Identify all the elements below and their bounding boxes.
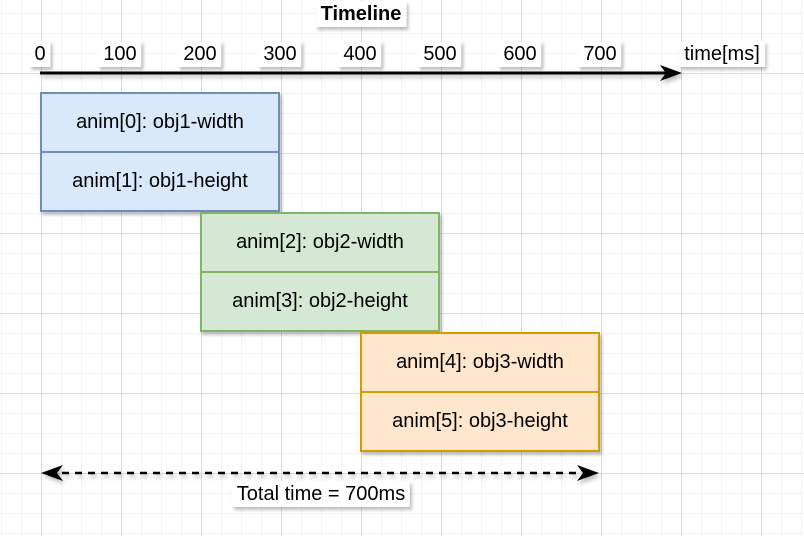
total-time-label: Total time = 700ms bbox=[231, 481, 411, 507]
timeline-group-obj1: anim[0]: obj1-width anim[1]: obj1-height bbox=[40, 92, 280, 212]
timeline-bar-label: anim[5]: obj3-height bbox=[392, 410, 568, 432]
timeline-bar-label: anim[3]: obj2-height bbox=[232, 290, 408, 312]
axis-tick-label: 700 bbox=[578, 41, 622, 67]
axis-tick-label: 100 bbox=[98, 41, 142, 67]
timeline-bar: anim[2]: obj2-width bbox=[202, 214, 438, 271]
timeline-group-obj3: anim[4]: obj3-width anim[5]: obj3-height bbox=[360, 332, 600, 452]
timeline-bar: anim[4]: obj3-width bbox=[362, 334, 598, 391]
timeline-group-obj2: anim[2]: obj2-width anim[3]: obj2-height bbox=[200, 212, 440, 332]
timeline-bar-label: anim[0]: obj1-width bbox=[76, 111, 244, 133]
timeline-bar: anim[5]: obj3-height bbox=[362, 391, 598, 450]
time-axis-arrow bbox=[40, 65, 682, 81]
axis-arrowhead-icon bbox=[660, 65, 682, 81]
total-time-arrow bbox=[41, 465, 599, 481]
timeline-bar-label: anim[1]: obj1-height bbox=[72, 170, 248, 192]
timeline-bar: anim[0]: obj1-width bbox=[42, 94, 278, 151]
axis-tick-label: 0 bbox=[29, 41, 51, 67]
right-arrowhead-icon bbox=[577, 465, 599, 481]
timeline-bar: anim[3]: obj2-height bbox=[202, 271, 438, 330]
axis-tick-label: 500 bbox=[418, 41, 462, 67]
axis-tick-label: 300 bbox=[258, 41, 302, 67]
axis-tick-label: 600 bbox=[498, 41, 542, 67]
diagram-title: Timeline bbox=[315, 1, 407, 27]
left-arrowhead-icon bbox=[41, 465, 63, 481]
axis-unit-label: time[ms] bbox=[679, 41, 765, 67]
timeline-bar-label: anim[4]: obj3-width bbox=[396, 351, 564, 373]
timeline-bar: anim[1]: obj1-height bbox=[42, 151, 278, 210]
axis-tick-label: 400 bbox=[338, 41, 382, 67]
axis-tick-label: 200 bbox=[178, 41, 222, 67]
timeline-bar-label: anim[2]: obj2-width bbox=[236, 231, 404, 253]
